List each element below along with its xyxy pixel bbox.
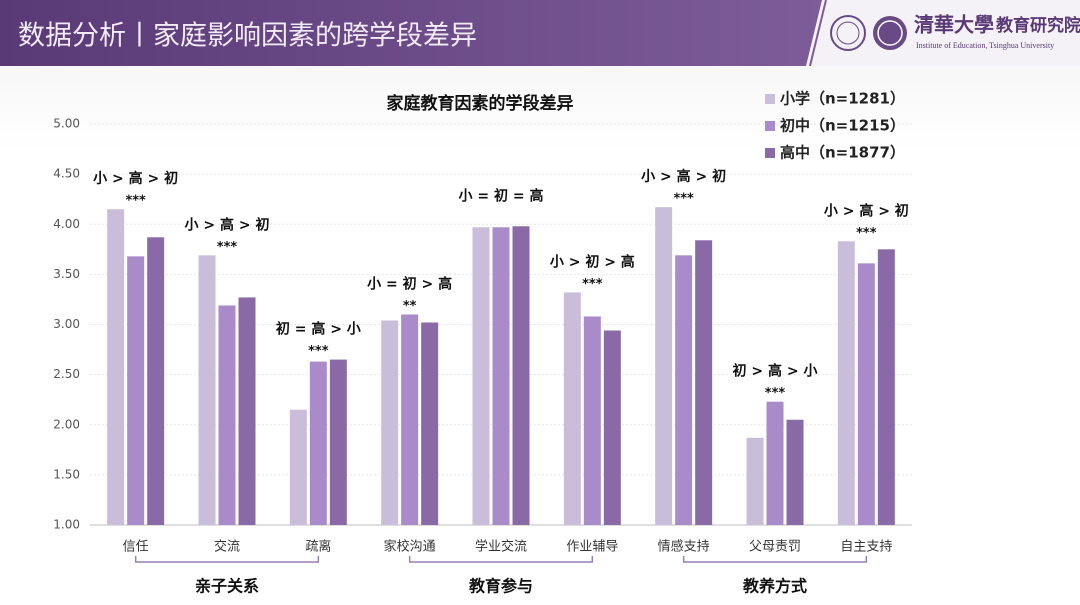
bar	[309, 361, 327, 525]
bar	[127, 256, 145, 525]
y-tick-label: 2.00	[53, 417, 80, 431]
significance-label: **	[403, 299, 417, 314]
group-bracket	[408, 556, 594, 563]
header-stripe	[809, 0, 827, 67]
chart-title: 家庭教育因素的学段差异	[387, 93, 574, 114]
bar	[857, 263, 875, 525]
y-tick-label: 2.50	[53, 367, 80, 381]
bar	[837, 241, 855, 526]
legend-label: 小学（n=1281）	[780, 90, 905, 108]
group-bracket	[134, 556, 320, 563]
logo-seal	[836, 21, 860, 45]
bar	[329, 359, 347, 525]
y-tick-label: 5.00	[53, 117, 80, 131]
bar	[147, 237, 165, 525]
y-tick-label: 1.00	[53, 518, 80, 532]
x-tick-label: 作业辅导	[566, 540, 618, 555]
comparison-label: 小 > 高 > 初	[185, 216, 270, 233]
logo-ie	[877, 20, 903, 46]
bar	[603, 330, 621, 525]
bar	[401, 314, 419, 525]
legend-swatch	[765, 94, 775, 104]
comparison-label: 初 > 高 > 小	[733, 363, 818, 380]
group-label: 教养方式	[743, 577, 807, 596]
x-tick-label: 疏离	[305, 539, 331, 555]
y-tick-label: 4.00	[53, 217, 80, 231]
bar	[766, 401, 784, 525]
x-tick-label: 交流	[214, 539, 240, 555]
bar	[746, 437, 764, 525]
x-tick-label: 自主支持	[840, 540, 892, 555]
comparison-label: 小 > 初 > 高	[550, 253, 635, 270]
bar	[472, 227, 490, 525]
legend-swatch	[765, 121, 775, 131]
comparison-label: 小 = 初 > 高	[367, 275, 452, 292]
bar	[583, 316, 601, 525]
x-tick-label: 学业交流	[475, 539, 527, 555]
y-tick-label: 4.50	[53, 167, 80, 181]
bar	[877, 249, 895, 525]
logo-english: Institute of Education, Tsinghua Univers…	[916, 41, 1054, 50]
y-tick-label: 3.00	[53, 317, 80, 331]
significance-label: ***	[125, 194, 146, 209]
page-title: 数据分析丨家庭影响因素的跨学段差异	[18, 21, 477, 52]
x-tick-label: 情感支持	[658, 539, 710, 555]
group-label: 教育参与	[469, 577, 533, 596]
bar	[655, 207, 673, 525]
significance-label: ***	[217, 240, 238, 255]
legend-label: 初中（n=1215）	[780, 117, 905, 135]
bar	[381, 320, 399, 525]
logo-seal	[830, 15, 866, 51]
significance-label: ***	[582, 277, 603, 292]
bar	[198, 255, 216, 525]
bar	[238, 297, 256, 525]
group-label: 亲子关系	[195, 577, 259, 596]
x-tick-label: 信任	[123, 540, 149, 555]
bar	[218, 305, 236, 525]
significance-label: ***	[856, 226, 877, 241]
logo-dept: 教育研究院	[995, 15, 1080, 36]
comparison-label: 小 > 高 > 初	[93, 170, 178, 187]
legend-label: 高中（n=1877）	[780, 144, 905, 162]
comparison-label: 初 = 高 > 小	[276, 321, 361, 338]
bar	[289, 409, 307, 525]
bar	[421, 322, 439, 525]
y-tick-label: 3.50	[53, 267, 80, 281]
logo-name: 清華大學	[914, 13, 994, 37]
x-tick-label: 父母责罚	[749, 540, 801, 555]
bar	[695, 240, 713, 526]
bar	[675, 255, 693, 525]
bar	[107, 209, 125, 525]
bar	[786, 419, 804, 525]
significance-label: ***	[308, 344, 329, 359]
significance-label: ***	[765, 386, 786, 401]
bar	[512, 226, 530, 525]
bar	[563, 292, 581, 525]
x-tick-label: 家校沟通	[384, 539, 436, 555]
group-bracket	[682, 556, 868, 563]
comparison-label: 小 > 高 > 初	[641, 168, 726, 185]
comparison-label: 小 > 高 > 初	[824, 202, 909, 219]
bar	[492, 227, 510, 525]
header-bar	[0, 0, 822, 66]
comparison-label: 小 = 初 = 高	[459, 187, 544, 204]
significance-label: ***	[673, 192, 694, 207]
legend-swatch	[765, 148, 775, 158]
y-tick-label: 1.50	[53, 467, 80, 481]
